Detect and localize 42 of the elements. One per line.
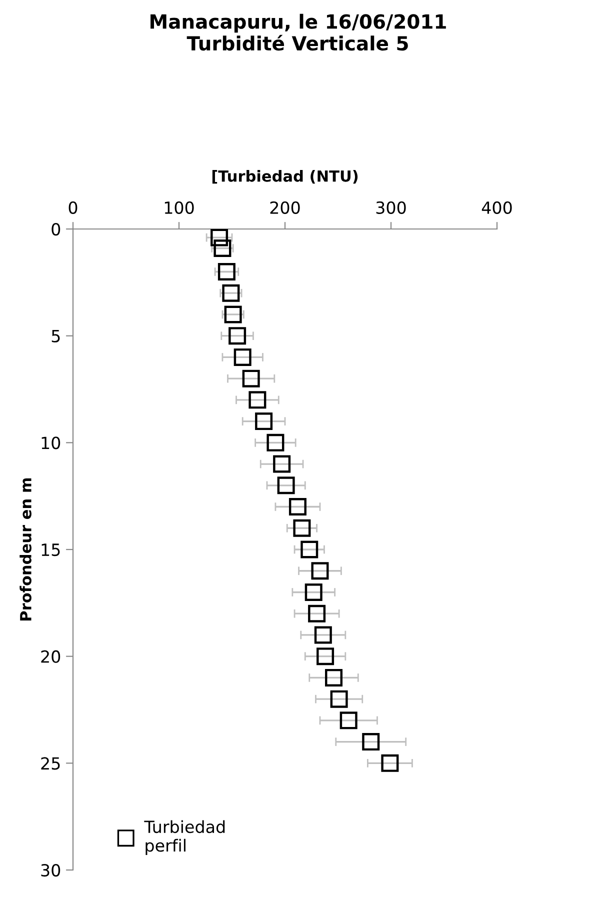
point [214, 239, 232, 257]
point [362, 733, 380, 751]
point [266, 434, 284, 452]
legend-label: Turbiedad perfil [144, 820, 225, 855]
point [222, 284, 240, 302]
point [218, 262, 236, 280]
x-tick-label: 200 [270, 201, 300, 214]
y-tick-label: 20 [41, 650, 60, 663]
x-tick-label: 300 [376, 201, 406, 214]
point [316, 648, 334, 666]
point [234, 348, 252, 366]
x-tick-label: 100 [164, 201, 194, 214]
y-tick-label: 15 [42, 544, 60, 556]
point [288, 498, 306, 516]
y-axis-title: Profondeur en m [20, 478, 32, 620]
point [304, 583, 322, 601]
point [242, 370, 260, 388]
chart-title: Manacapuru, le 16/06/2011 Turbidité Verticale 5 [150, 14, 446, 51]
point [381, 754, 399, 772]
point [273, 455, 291, 473]
point [228, 327, 246, 345]
point [293, 519, 311, 537]
y-tick-label: 0 [52, 222, 60, 236]
y-tick-label: 10 [42, 436, 60, 450]
point [248, 391, 266, 409]
point [311, 562, 329, 580]
x-tick-label: 400 [482, 201, 512, 214]
point [224, 306, 242, 324]
point [277, 476, 295, 494]
point [255, 412, 273, 430]
x-axis-title: [Turbiedad (NTU) [212, 170, 358, 184]
point [325, 668, 343, 686]
point [308, 604, 326, 622]
point [314, 626, 332, 644]
y-tick-label: 30 [41, 864, 60, 877]
point [330, 690, 348, 708]
point [210, 229, 228, 246]
point [340, 712, 358, 730]
x-tick-label: 0 [68, 201, 78, 214]
point [300, 540, 318, 558]
y-tick-label: 25 [41, 757, 60, 770]
y-tick-label: 5 [52, 330, 60, 342]
